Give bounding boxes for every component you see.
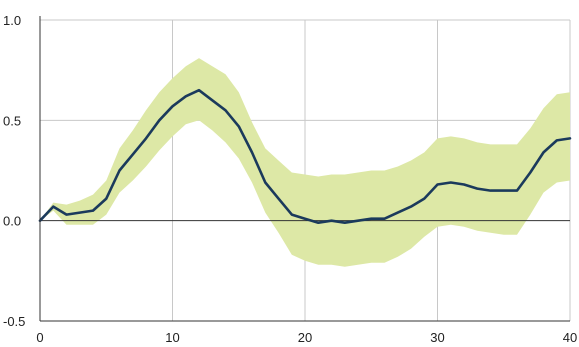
tick-labels: -0.5 0.0 0.5 1.0 0 10 20 30 40 <box>3 13 577 345</box>
series-lines <box>38 88 572 224</box>
series-line <box>38 88 572 224</box>
x-tick-label: 30 <box>430 330 444 345</box>
axes <box>39 16 570 322</box>
x-tick-label: 40 <box>563 330 577 345</box>
y-tick-label: 1.0 <box>3 13 21 28</box>
y-tick-label: 0.5 <box>3 113 21 128</box>
x-tick-label: 0 <box>36 330 43 345</box>
x-tick-label: 10 <box>165 330 179 345</box>
y-tick-label: 0.0 <box>3 214 21 229</box>
x-tick-label: 20 <box>298 330 312 345</box>
confidence-band <box>40 58 570 267</box>
band-area <box>40 58 570 267</box>
y-tick-label: -0.5 <box>3 314 25 329</box>
